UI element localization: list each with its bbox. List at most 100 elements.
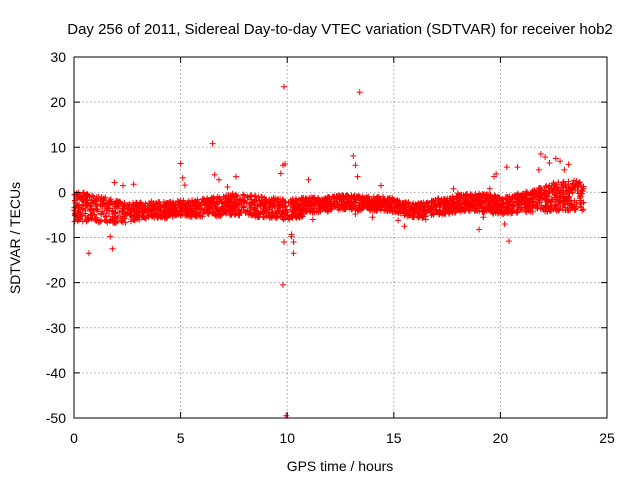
data-point <box>336 192 343 199</box>
data-point <box>130 216 137 223</box>
data-point <box>561 194 568 201</box>
data-point <box>565 193 572 200</box>
data-point <box>134 202 141 209</box>
data-point <box>340 194 347 201</box>
data-point <box>289 195 296 202</box>
data-point <box>457 195 464 202</box>
data-point <box>406 212 413 219</box>
data-point <box>432 206 439 213</box>
data-point <box>245 211 252 218</box>
outlier-point <box>209 140 216 147</box>
data-point <box>141 206 148 213</box>
data-point <box>161 201 168 208</box>
outlier-point <box>290 250 297 257</box>
data-point <box>170 209 177 216</box>
data-point <box>442 201 449 208</box>
data-point <box>148 201 155 208</box>
data-point <box>461 199 468 206</box>
data-point <box>291 208 298 215</box>
data-point <box>517 192 524 199</box>
data-point <box>546 189 553 196</box>
data-point <box>82 210 89 217</box>
y-tick-label: -50 <box>46 410 66 426</box>
data-point <box>512 193 519 200</box>
data-point <box>523 203 530 210</box>
data-point <box>529 208 536 215</box>
outlier-point <box>356 89 363 96</box>
data-point <box>99 208 106 215</box>
data-point <box>429 198 436 205</box>
data-point <box>262 204 269 211</box>
data-point <box>326 196 333 203</box>
data-point <box>90 207 97 214</box>
data-point <box>574 180 581 187</box>
data-point <box>276 201 283 208</box>
data-point <box>495 208 502 215</box>
outlier-point <box>309 216 316 223</box>
data-point <box>74 193 81 200</box>
data-point <box>542 183 549 190</box>
data-point <box>477 202 484 209</box>
data-point <box>261 214 268 221</box>
data-point <box>190 202 197 209</box>
data-point <box>122 204 129 211</box>
data-point <box>214 210 221 217</box>
data-point <box>378 200 385 207</box>
data-point <box>391 205 398 212</box>
data-point <box>271 202 278 209</box>
data-point <box>394 197 401 204</box>
data-point <box>492 198 499 205</box>
data-point <box>313 208 320 215</box>
data-point <box>321 205 328 212</box>
data-point <box>241 198 248 205</box>
data-point <box>101 195 108 202</box>
data-point <box>204 210 211 217</box>
y-tick-label: -40 <box>46 365 66 381</box>
data-point <box>105 210 112 217</box>
data-point <box>348 206 355 213</box>
data-point <box>150 205 157 212</box>
data-point <box>270 197 277 204</box>
data-point <box>105 205 112 212</box>
data-point <box>369 200 376 207</box>
data-point <box>191 211 198 218</box>
outlier-point <box>546 160 553 167</box>
data-point <box>372 204 378 211</box>
data-point <box>453 192 460 199</box>
data-point <box>286 214 293 221</box>
data-point <box>111 213 118 220</box>
data-point <box>149 212 156 219</box>
data-point <box>290 212 297 219</box>
data-point <box>541 192 548 199</box>
data-point <box>568 202 575 209</box>
data-point <box>277 213 284 220</box>
data-point <box>84 192 91 199</box>
data-point <box>75 202 82 209</box>
data-point <box>84 217 91 224</box>
data-point <box>579 207 586 214</box>
outlier-point <box>233 173 240 180</box>
data-point <box>504 209 511 216</box>
data-point <box>296 204 303 211</box>
data-point <box>187 212 194 219</box>
data-point <box>252 192 259 199</box>
data-point <box>578 188 585 195</box>
data-point <box>273 199 280 206</box>
data-point <box>430 211 437 218</box>
data-point <box>77 216 84 223</box>
data-point <box>77 194 84 201</box>
outlier-point <box>378 182 385 189</box>
outlier-point <box>480 214 487 221</box>
outlier-point <box>120 182 127 189</box>
data-point <box>250 207 257 214</box>
data-point <box>102 217 109 224</box>
data-point <box>473 195 480 202</box>
y-tick-label: -10 <box>46 230 66 246</box>
data-point <box>234 199 241 206</box>
data-point <box>299 200 306 207</box>
data-point <box>289 215 296 222</box>
data-point <box>240 203 247 210</box>
data-point <box>83 218 90 225</box>
data-point <box>78 197 85 204</box>
